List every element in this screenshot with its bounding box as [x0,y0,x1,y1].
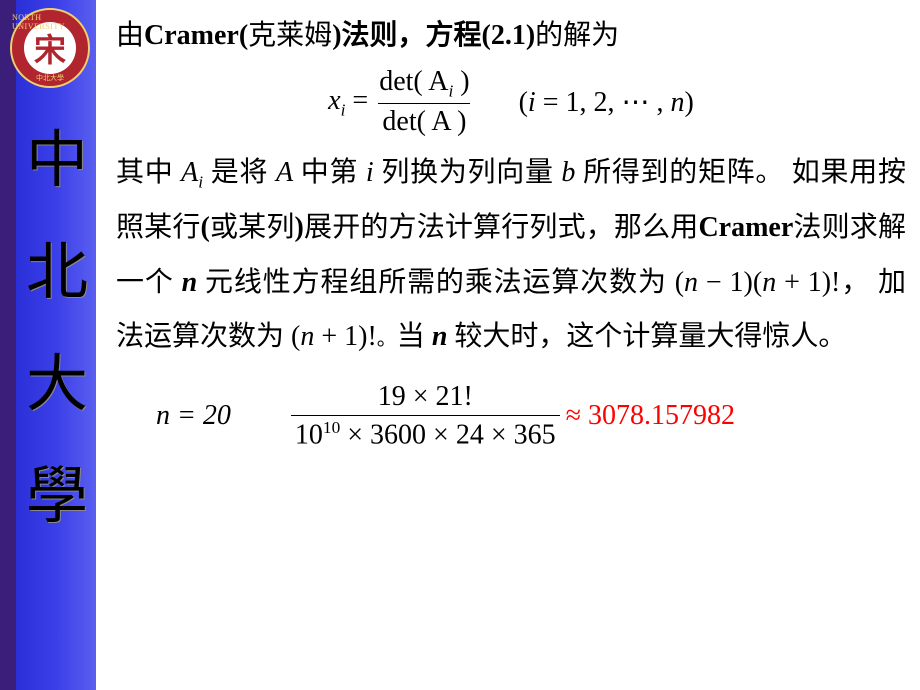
body-paragraph: 其中 Ai 是将 A 中第 i 列换为列向量 b 所得到的矩阵。 如果用按照某行… [116,146,906,364]
bp-9a: 。 [377,328,397,350]
bp-n2: n [432,321,448,352]
bp-add: (n + 1)! [291,321,377,352]
f1-den: det( A ) [378,103,470,138]
logo-top-text: NORTH UNIVERSITY [12,13,88,31]
l1-pre: 由 [116,20,144,51]
content: 由Cramer(克莱姆)法则，方程(2.1)的解为 xi = det( Ai )… [108,0,918,461]
bp-paren2: ) [295,212,304,243]
formula-cramer: xi = det( Ai ) det( A ) (i = 1, 2, ⋯ , n… [116,66,906,139]
sidebar-stripe-purple [0,0,16,690]
logo-ring: NORTH UNIVERSITY 宋 中北大學 [10,8,90,88]
f1-num-close: ) [453,66,469,97]
l1-rule-paren: )法则，方程 [332,20,481,51]
f1-xi: i [341,100,346,119]
vchar-4: 學 [26,466,88,528]
f2-den: 1010 × 3600 × 24 × 365 [291,415,560,452]
l1-cramer: Cramer( [144,20,248,51]
f1-rp-open: ( [519,87,528,118]
f2-den-exp: 10 [323,418,340,437]
university-logo: NORTH UNIVERSITY 宋 中北大學 [10,8,90,88]
f1-ri: i [528,87,536,118]
bp-n1: n [182,267,198,298]
bp-2: 是将 [203,157,276,188]
f2-den-rest: × 3600 × 24 × 365 [340,419,555,450]
bp-10: 较大时，这个计算量大得惊人。 [447,321,846,352]
f2-fracwrap: 19 × 21! 1010 × 3600 × 24 × 365 ≈ 3078.1… [291,381,735,452]
f2-num: 19 × 21! [374,381,477,415]
f1-rp-close: ) [685,87,694,118]
f1-r-eq: = 1, 2, ⋯ , [536,87,671,118]
bp-4: 列换为列向量 [374,157,562,188]
f2-approx: ≈ 3078.157982 [566,400,735,432]
f2-n: n = 20 [156,400,231,432]
f1-main: xi = det( Ai ) det( A ) [328,66,473,139]
logo-inner-char: 宋 [34,25,66,71]
f1-num: det( Ai ) [375,66,473,104]
f1-range: (i = 1, 2, ⋯ , n) [519,85,694,119]
bp-5c: 展开的方法计算行列式，那么用 [304,212,699,243]
bp-5b: 或某列 [210,212,295,243]
bp-Ai-A: A [181,157,198,188]
vchar-3: 大 [26,354,88,416]
bp-i: i [366,157,374,188]
bp-A: A [276,157,293,188]
f1-rn: n [671,87,685,118]
formula-example: n = 20 19 × 21! 1010 × 3600 × 24 × 365 ≈… [116,381,906,452]
l1-klm: 克莱姆 [248,20,332,51]
f1-eq: = [352,84,368,115]
f2-frac: 19 × 21! 1010 × 3600 × 24 × 365 [291,381,560,452]
vertical-title: 中 北 大 學 [26,130,88,528]
bp-1: 其中 [116,157,181,188]
line-1: 由Cramer(克莱姆)法则，方程(2.1)的解为 [116,12,906,60]
f1-frac: det( Ai ) det( A ) [375,66,473,139]
l1-eq: (2.1) [482,20,536,51]
f1-num-a: det( A [379,66,448,97]
slide: NORTH UNIVERSITY 宋 中北大學 中 北 大 學 由Cramer(… [0,0,920,690]
bp-paren1: ( [201,212,210,243]
bp-7: 元线性方程组所需的乘法运算次数为 [197,267,675,298]
bp-cramer2: Cramer [698,212,793,243]
bp-3: 中第 [293,157,366,188]
f2-den-base: 10 [295,419,323,450]
bp-mult: (n − 1)(n + 1)! [675,267,841,298]
vchar-1: 中 [26,130,88,192]
l1-post: 的解为 [535,20,619,51]
f1-x: x [328,84,340,115]
logo-bottom-text: 中北大學 [36,73,64,83]
bp-b: b [561,157,575,188]
vchar-2: 北 [26,242,88,304]
